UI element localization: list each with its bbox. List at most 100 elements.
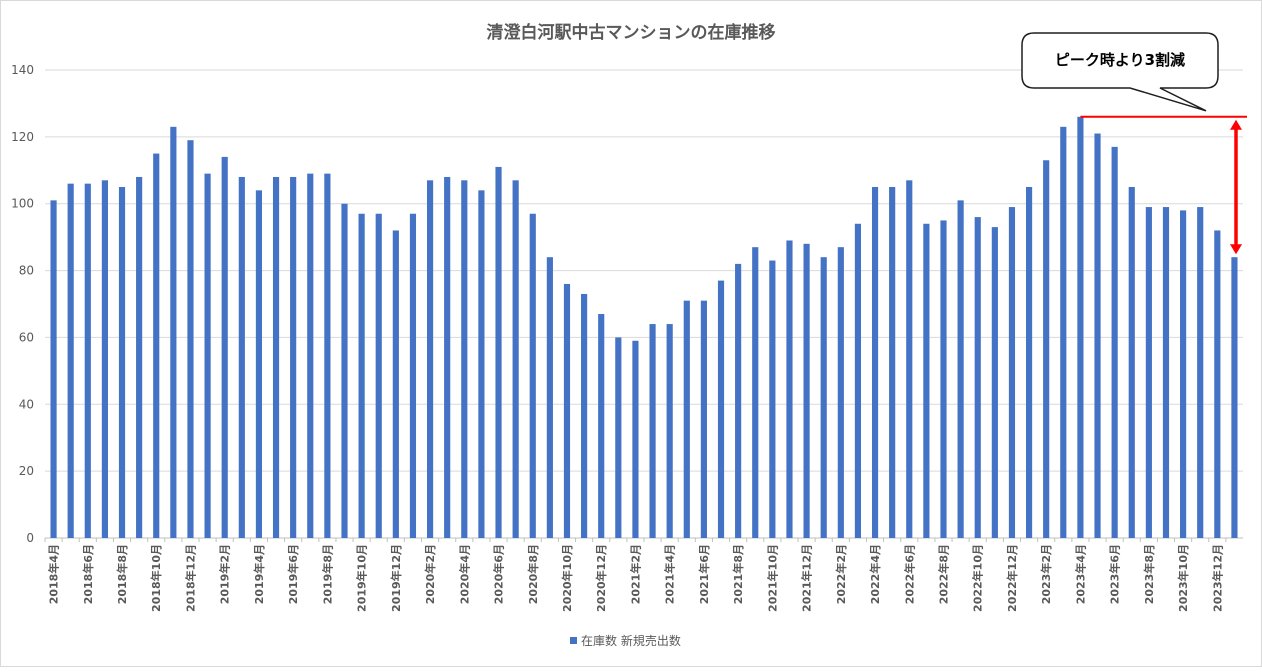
x-tick-label: 2021年8月 — [731, 544, 745, 604]
x-tick-label: 2020年12月 — [594, 544, 608, 612]
x-tick-label: 2020年4月 — [457, 544, 471, 604]
x-tick-label: 2023年6月 — [1108, 544, 1122, 604]
bar — [649, 324, 656, 538]
x-tick-label: 2020年10月 — [560, 544, 574, 612]
bar — [581, 293, 588, 538]
bar — [426, 180, 434, 539]
bar — [444, 176, 451, 538]
bar — [666, 324, 673, 538]
x-tick-label: 2019年2月 — [218, 544, 232, 604]
bar — [238, 176, 245, 538]
legend-label: 在庫数 新規売出数 — [581, 633, 681, 648]
bar — [632, 340, 639, 538]
x-tick-label: 2018年10月 — [149, 544, 163, 612]
decrease-arrowhead-up — [1230, 119, 1242, 130]
x-tick-label: 2022年4月 — [868, 544, 882, 604]
chart-title: 清澄白河駅中古マンションの在庫推移 — [487, 22, 776, 43]
bar — [769, 260, 776, 538]
y-tick-label: 40 — [19, 397, 34, 411]
bar — [101, 180, 108, 539]
bar — [375, 213, 382, 538]
bar — [871, 187, 879, 538]
x-tick-label: 2018年12月 — [183, 544, 197, 612]
bar — [906, 180, 913, 539]
x-tick-label: 2019年10月 — [355, 544, 369, 612]
bar — [409, 213, 417, 538]
bar — [837, 247, 844, 538]
bar — [940, 220, 947, 538]
bar — [786, 240, 793, 538]
x-tick-label: 2022年6月 — [902, 544, 916, 604]
decrease-arrowhead-down — [1230, 244, 1242, 255]
callout-bubble — [1021, 32, 1219, 112]
bar — [820, 257, 827, 538]
bar — [255, 190, 263, 539]
bar — [683, 300, 690, 538]
callout-text: ピーク時より3割減 — [1055, 51, 1185, 69]
bar — [991, 227, 998, 538]
bar — [272, 176, 280, 538]
bar — [67, 183, 74, 538]
bar — [512, 180, 519, 539]
bar — [392, 230, 399, 538]
bar — [1060, 126, 1067, 538]
y-tick-label: 0 — [26, 531, 34, 545]
x-tick-label: 2022年2月 — [834, 544, 848, 604]
bar — [563, 283, 571, 538]
x-tick-label: 2021年6月 — [697, 544, 711, 604]
bar — [529, 213, 536, 538]
bar — [1231, 257, 1238, 538]
x-tick-label: 2019年12月 — [389, 544, 403, 612]
legend-swatch — [570, 637, 577, 644]
x-tick-label: 2021年4月 — [663, 544, 677, 604]
annotation-layer: ピーク時より3割減 — [1021, 32, 1247, 255]
bars-layer — [50, 116, 1238, 539]
legend: 在庫数 新規売出数 — [570, 633, 681, 648]
x-tick-label: 2023年2月 — [1039, 544, 1053, 604]
bar — [50, 200, 57, 538]
bar — [495, 166, 502, 538]
bar — [1111, 146, 1118, 538]
bar — [153, 153, 160, 539]
bar — [324, 173, 331, 538]
bar — [717, 280, 725, 538]
x-tick-label: 2019年6月 — [286, 544, 300, 604]
bar — [187, 140, 194, 538]
x-tick-label: 2018年6月 — [81, 544, 95, 604]
x-tick-label: 2018年4月 — [47, 544, 61, 604]
bar — [957, 200, 964, 538]
bar — [118, 187, 126, 538]
x-tick-label: 2018年8月 — [115, 544, 129, 604]
x-tick-label: 2022年12月 — [1005, 544, 1019, 612]
x-tick-label: 2019年8月 — [320, 544, 334, 604]
bar — [598, 314, 605, 538]
bar — [1180, 210, 1187, 538]
bar — [752, 247, 759, 538]
bar — [923, 223, 930, 538]
x-tick-label: 2021年10月 — [765, 544, 779, 612]
bar — [461, 180, 468, 539]
x-tick-label: 2020年8月 — [526, 544, 540, 604]
bar — [1145, 207, 1152, 539]
x-tick-label: 2023年12月 — [1210, 544, 1224, 612]
y-tick-label: 20 — [19, 464, 34, 478]
bar — [974, 217, 981, 539]
bar — [204, 173, 211, 538]
x-tick-label: 2023年10月 — [1176, 544, 1190, 612]
bar — [1025, 187, 1033, 538]
y-tick-label: 120 — [11, 130, 34, 144]
y-axis: 0 20 40 60 80 100 120 140 — [11, 63, 34, 545]
bar — [700, 300, 707, 538]
bar — [358, 213, 365, 538]
bar — [546, 257, 553, 538]
bar — [170, 126, 177, 538]
bar — [1197, 207, 1204, 539]
x-tick-label: 2019年4月 — [252, 544, 266, 604]
x-tick-label: 2020年2月 — [423, 544, 437, 604]
bar — [1043, 160, 1050, 538]
bar — [889, 187, 896, 538]
x-axis: 2018年4月 2018年6月 2018年8月 2018年10月 2018年12月 201… — [44, 538, 1227, 612]
